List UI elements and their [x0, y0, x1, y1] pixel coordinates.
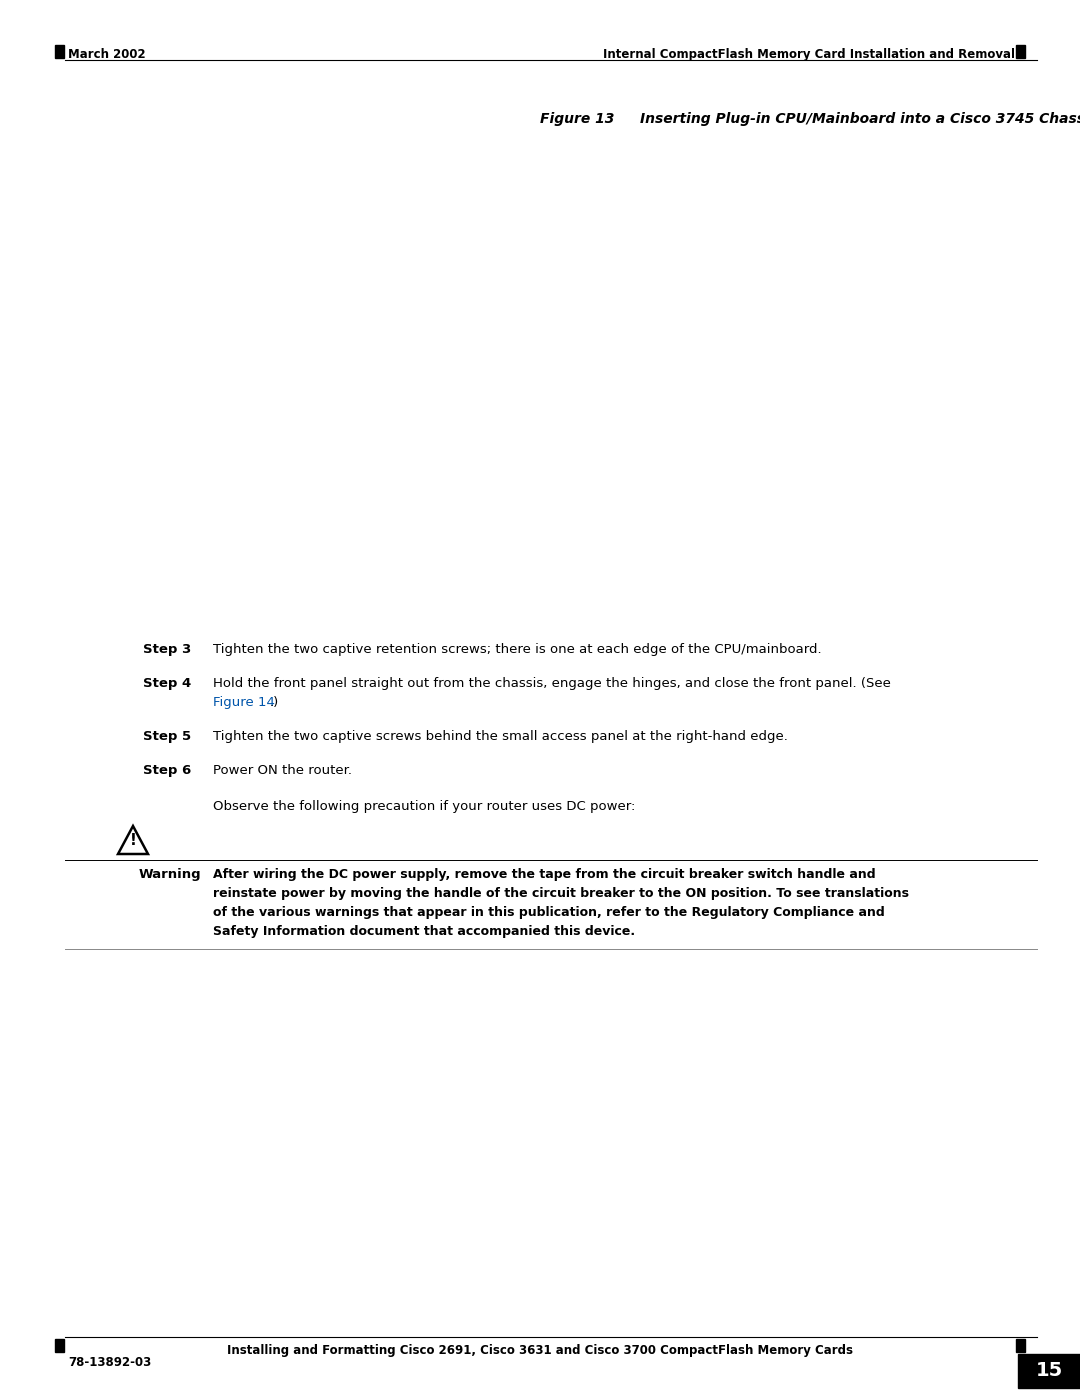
- Bar: [1016, 1338, 1025, 1352]
- Bar: [0, 95, 1080, 620]
- Bar: [1018, 1354, 1080, 1389]
- Text: of the various warnings that appear in this publication, refer to the Regulatory: of the various warnings that appear in t…: [213, 907, 885, 919]
- Text: Power ON the router.: Power ON the router.: [213, 764, 352, 777]
- Text: Internal CompactFlash Memory Card Installation and Removal: Internal CompactFlash Memory Card Instal…: [603, 47, 1015, 61]
- Text: reinstate power by moving the handle of the circuit breaker to the ON position. : reinstate power by moving the handle of …: [213, 887, 909, 900]
- Bar: [55, 45, 64, 59]
- Text: Figure 13: Figure 13: [540, 112, 615, 126]
- Text: Tighten the two captive screws behind the small access panel at the right-hand e: Tighten the two captive screws behind th…: [213, 731, 788, 743]
- Text: Step 6: Step 6: [143, 764, 191, 777]
- Text: Step 5: Step 5: [143, 731, 191, 743]
- Text: Tighten the two captive retention screws; there is one at each edge of the CPU/m: Tighten the two captive retention screws…: [213, 643, 822, 657]
- Text: Figure 14: Figure 14: [213, 696, 275, 710]
- Text: Inserting Plug-in CPU/Mainboard into a Cisco 3745 Chassis: Inserting Plug-in CPU/Mainboard into a C…: [640, 112, 1080, 126]
- Bar: [1016, 45, 1025, 59]
- Text: 15: 15: [1036, 1362, 1063, 1380]
- Bar: [55, 1338, 64, 1352]
- Text: March 2002: March 2002: [68, 47, 146, 61]
- Text: Observe the following precaution if your router uses DC power:: Observe the following precaution if your…: [213, 800, 635, 813]
- Text: 78-13892-03: 78-13892-03: [68, 1356, 151, 1369]
- Text: Hold the front panel straight out from the chassis, engage the hinges, and close: Hold the front panel straight out from t…: [213, 678, 891, 690]
- Text: Safety Information document that accompanied this device.: Safety Information document that accompa…: [213, 925, 635, 937]
- Text: Step 4: Step 4: [143, 678, 191, 690]
- Text: !: !: [130, 833, 136, 848]
- Text: Step 3: Step 3: [143, 643, 191, 657]
- Text: .): .): [270, 696, 280, 710]
- Text: After wiring the DC power supply, remove the tape from the circuit breaker switc: After wiring the DC power supply, remove…: [213, 868, 876, 882]
- Text: Installing and Formatting Cisco 2691, Cisco 3631 and Cisco 3700 CompactFlash Mem: Installing and Formatting Cisco 2691, Ci…: [227, 1344, 853, 1356]
- Text: Warning: Warning: [139, 868, 202, 882]
